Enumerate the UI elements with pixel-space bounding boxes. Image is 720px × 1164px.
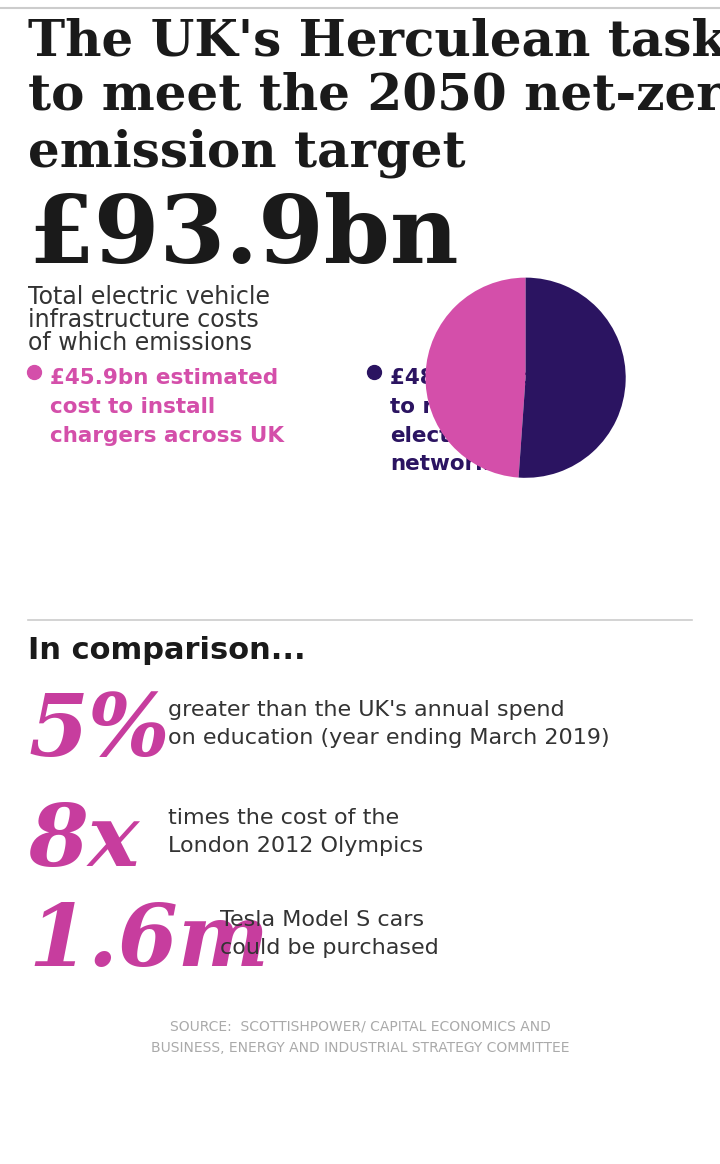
Wedge shape xyxy=(426,278,526,477)
Text: The UK's Herculean task: The UK's Herculean task xyxy=(28,17,720,68)
Text: to meet the 2050 net-zero: to meet the 2050 net-zero xyxy=(28,72,720,121)
Wedge shape xyxy=(518,278,626,477)
Text: Total electric vehicle: Total electric vehicle xyxy=(28,285,270,308)
Text: 1.6m: 1.6m xyxy=(28,900,269,984)
Text: £48bn needed
to reiforce
electricity
networks: £48bn needed to reiforce electricity net… xyxy=(390,368,562,475)
Text: times the cost of the
London 2012 Olympics: times the cost of the London 2012 Olympi… xyxy=(168,808,423,856)
Text: infrastructure costs: infrastructure costs xyxy=(28,308,258,332)
Text: of which emissions: of which emissions xyxy=(28,331,252,355)
Text: £93.9bn: £93.9bn xyxy=(28,192,459,282)
Text: 5%: 5% xyxy=(28,690,170,774)
Text: £45.9bn estimated
cost to install
chargers across UK: £45.9bn estimated cost to install charge… xyxy=(50,368,284,446)
Text: In comparison...: In comparison... xyxy=(28,636,305,665)
Text: Tesla Model S cars
could be purchased: Tesla Model S cars could be purchased xyxy=(220,910,438,958)
Text: greater than the UK's annual spend
on education (year ending March 2019): greater than the UK's annual spend on ed… xyxy=(168,700,610,748)
Text: emission target: emission target xyxy=(28,128,466,177)
Text: 8x: 8x xyxy=(28,800,139,883)
Text: SOURCE:  SCOTTISHPOWER/ CAPITAL ECONOMICS AND
BUSINESS, ENERGY AND INDUSTRIAL ST: SOURCE: SCOTTISHPOWER/ CAPITAL ECONOMICS… xyxy=(150,1020,570,1055)
